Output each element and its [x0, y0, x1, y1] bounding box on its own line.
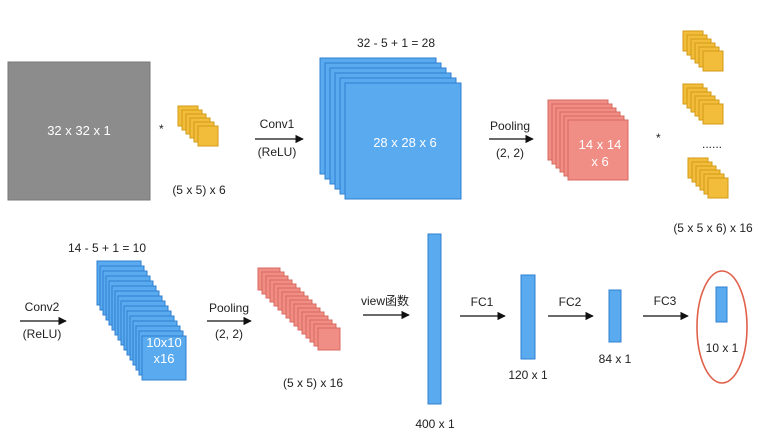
conv1-arrow-group: Conv1 (ReLU) — [255, 117, 304, 159]
input-label: 32 x 32 x 1 — [47, 123, 111, 138]
kernel2-b-layer — [702, 103, 724, 125]
fc2-name: FC2 — [559, 295, 582, 309]
view-label: view函数 — [361, 293, 409, 308]
conv1-name: Conv1 — [260, 117, 295, 131]
kernel1-caption: (5 x 5) x 6 — [172, 183, 226, 197]
kernel2-caption: (5 x 5 x 6) x 16 — [673, 221, 753, 235]
kernel-stack-1 — [177, 105, 219, 147]
view-arrow-group: view函数 — [361, 293, 410, 320]
kernel-ellipsis: ...... — [702, 137, 722, 151]
pool1-feature-maps — [547, 99, 629, 181]
flatten-vector — [427, 233, 442, 405]
fc1-caption: 120 x 1 — [508, 368, 548, 382]
conv2-feature-maps — [96, 260, 187, 381]
kernel2-c-layer — [707, 177, 729, 199]
fc3-arrow-group: FC3 — [643, 294, 689, 321]
fc2-arrow-group: FC2 — [548, 295, 594, 321]
fc3-vector — [715, 286, 728, 323]
conv1-formula: 32 - 5 + 1 = 28 — [357, 36, 435, 50]
conv1-output-label: 28 x 28 x 6 — [373, 135, 437, 150]
flatten-caption: 400 x 1 — [415, 417, 455, 431]
multiply-symbol-2: * — [656, 131, 661, 145]
pool2-name: Pooling — [209, 301, 249, 315]
conv2-name: Conv2 — [25, 300, 60, 314]
conv2-activation: (ReLU) — [23, 327, 62, 341]
kernel-stack-2 — [682, 30, 729, 199]
pool1-output-line1: 14 x 14 — [579, 137, 622, 152]
input-image: 32 x 32 x 1 — [7, 61, 151, 201]
pool2-feature-maps — [257, 267, 341, 351]
multiply-symbol-1: * — [159, 122, 164, 136]
pool1-output-line2: x 6 — [591, 154, 608, 169]
pool2-output-caption: (5 x 5) x 16 — [283, 376, 343, 390]
fc1-name: FC1 — [471, 295, 494, 309]
pool1-layer — [567, 119, 629, 181]
conv2-formula: 14 - 5 + 1 = 10 — [68, 241, 146, 255]
conv2-layer — [141, 335, 187, 381]
kernel1-layer — [197, 125, 219, 147]
input-square — [7, 61, 151, 201]
pool2-size: (2, 2) — [215, 327, 243, 341]
fc3-name: FC3 — [654, 294, 677, 308]
pool1-arrow-group: Pooling (2, 2) — [489, 119, 534, 160]
fc1-arrow-group: FC1 — [460, 295, 506, 321]
output-highlight-ring — [696, 270, 748, 384]
conv2-arrow-group: Conv2 (ReLU) — [20, 300, 67, 341]
pool1-name: Pooling — [490, 119, 530, 133]
fc2-caption: 84 x 1 — [599, 352, 632, 366]
conv2-output-line1: 10x10 — [146, 335, 181, 350]
fc3-caption: 10 x 1 — [706, 341, 739, 355]
fc1-vector — [520, 274, 536, 360]
conv1-layer — [344, 82, 462, 200]
fc2-vector — [608, 289, 622, 343]
pool2-layer — [317, 327, 341, 351]
conv1-feature-maps — [319, 57, 462, 200]
conv2-output-line2: x16 — [154, 351, 175, 366]
pool2-arrow-group: Pooling (2, 2) — [207, 301, 252, 341]
pool1-size: (2, 2) — [496, 146, 524, 160]
conv1-activation: (ReLU) — [258, 145, 297, 159]
kernel2-a-layer — [702, 50, 724, 72]
